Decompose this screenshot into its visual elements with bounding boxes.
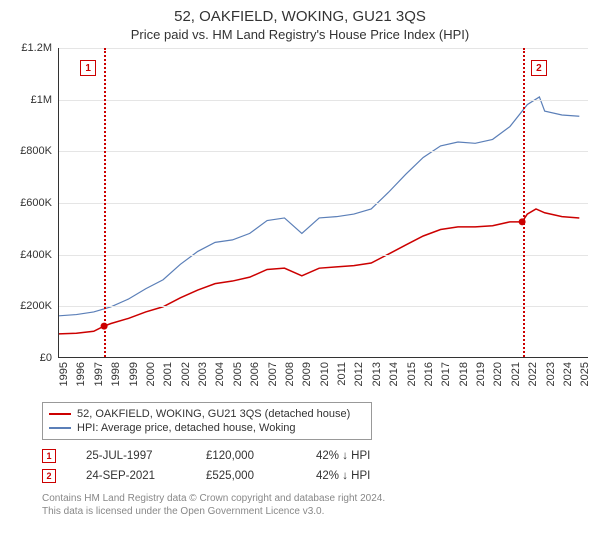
y-tick-label: £200K <box>20 300 52 312</box>
sale-delta: 42% ↓ HPI <box>316 450 370 462</box>
x-tick-label: 2023 <box>545 362 557 386</box>
y-tick-label: £600K <box>20 197 52 209</box>
y-axis: £0£200K£400K£600K£800K£1M£1.2M <box>12 48 56 358</box>
x-tick-label: 2000 <box>145 362 157 386</box>
sales-table: 1 25-JUL-1997 £120,000 42% ↓ HPI 2 24-SEP-202… <box>42 446 588 486</box>
x-tick-label: 1998 <box>110 362 122 386</box>
event-vline <box>104 48 106 357</box>
y-tick-label: £800K <box>20 145 52 157</box>
x-tick-label: 2025 <box>579 362 591 386</box>
sale-price: £525,000 <box>206 470 286 482</box>
sale-date: 25-JUL-1997 <box>86 450 176 462</box>
y-tick-label: £1.2M <box>21 42 52 54</box>
legend-item: HPI: Average price, detached house, Woki… <box>49 421 365 435</box>
x-tick-label: 1999 <box>128 362 140 386</box>
y-tick-label: £1M <box>31 94 52 106</box>
gridline <box>59 203 588 204</box>
event-marker-box: 2 <box>531 60 547 76</box>
x-tick-label: 2013 <box>371 362 383 386</box>
footer-line: Contains HM Land Registry data © Crown c… <box>42 492 588 505</box>
x-tick-label: 2020 <box>492 362 504 386</box>
x-tick-label: 1997 <box>93 362 105 386</box>
sale-row: 1 25-JUL-1997 £120,000 42% ↓ HPI <box>42 446 588 466</box>
event-vline <box>523 48 525 357</box>
gridline <box>59 151 588 152</box>
legend-swatch <box>49 427 71 429</box>
x-tick-label: 2005 <box>232 362 244 386</box>
page-title: 52, OAKFIELD, WOKING, GU21 3QS <box>12 8 588 25</box>
x-tick-label: 2017 <box>440 362 452 386</box>
x-tick-label: 2016 <box>423 362 435 386</box>
sale-price: £120,000 <box>206 450 286 462</box>
x-tick-label: 2018 <box>458 362 470 386</box>
page-subtitle: Price paid vs. HM Land Registry's House … <box>12 27 588 42</box>
x-tick-label: 2006 <box>249 362 261 386</box>
x-tick-label: 2002 <box>180 362 192 386</box>
legend-label: 52, OAKFIELD, WOKING, GU21 3QS (detached… <box>77 408 350 420</box>
sale-delta: 42% ↓ HPI <box>316 470 370 482</box>
x-tick-label: 2022 <box>527 362 539 386</box>
x-tick-label: 2015 <box>406 362 418 386</box>
gridline <box>59 255 588 256</box>
x-tick-label: 2024 <box>562 362 574 386</box>
footer-line: This data is licensed under the Open Gov… <box>42 505 588 518</box>
x-tick-label: 2010 <box>319 362 331 386</box>
y-tick-label: £0 <box>40 352 52 364</box>
sale-marker: 1 <box>42 449 56 463</box>
x-tick-label: 2019 <box>475 362 487 386</box>
x-tick-label: 2001 <box>162 362 174 386</box>
x-axis: 1995 1996 1997 1998 1999 2000 2001 2002 2003 2004… <box>58 360 588 400</box>
x-tick-label: 2008 <box>284 362 296 386</box>
legend-item: 52, OAKFIELD, WOKING, GU21 3QS (detached… <box>49 407 365 421</box>
x-tick-label: 2014 <box>388 362 400 386</box>
chart: £0£200K£400K£600K£800K£1M£1.2M 12 199519… <box>12 48 588 398</box>
sale-marker: 2 <box>42 469 56 483</box>
x-tick-label: 1996 <box>75 362 87 386</box>
gridline <box>59 306 588 307</box>
x-tick-label: 2009 <box>301 362 313 386</box>
series-line <box>59 209 579 334</box>
legend-swatch <box>49 413 71 415</box>
sale-date: 24-SEP-2021 <box>86 470 176 482</box>
legend-label: HPI: Average price, detached house, Woki… <box>77 422 296 434</box>
gridline <box>59 48 588 49</box>
x-tick-label: 2021 <box>510 362 522 386</box>
x-tick-label: 1995 <box>58 362 70 386</box>
x-tick-label: 2007 <box>267 362 279 386</box>
x-tick-label: 2003 <box>197 362 209 386</box>
x-tick-label: 2012 <box>353 362 365 386</box>
x-tick-label: 2011 <box>336 362 348 386</box>
y-tick-label: £400K <box>20 249 52 261</box>
footer: Contains HM Land Registry data © Crown c… <box>42 492 588 518</box>
legend: 52, OAKFIELD, WOKING, GU21 3QS (detached… <box>42 402 372 440</box>
gridline <box>59 100 588 101</box>
plot-area: 12 <box>58 48 588 358</box>
x-tick-label: 2004 <box>214 362 226 386</box>
event-marker-box: 1 <box>80 60 96 76</box>
sale-row: 2 24-SEP-2021 £525,000 42% ↓ HPI <box>42 466 588 486</box>
series-line <box>59 97 579 316</box>
